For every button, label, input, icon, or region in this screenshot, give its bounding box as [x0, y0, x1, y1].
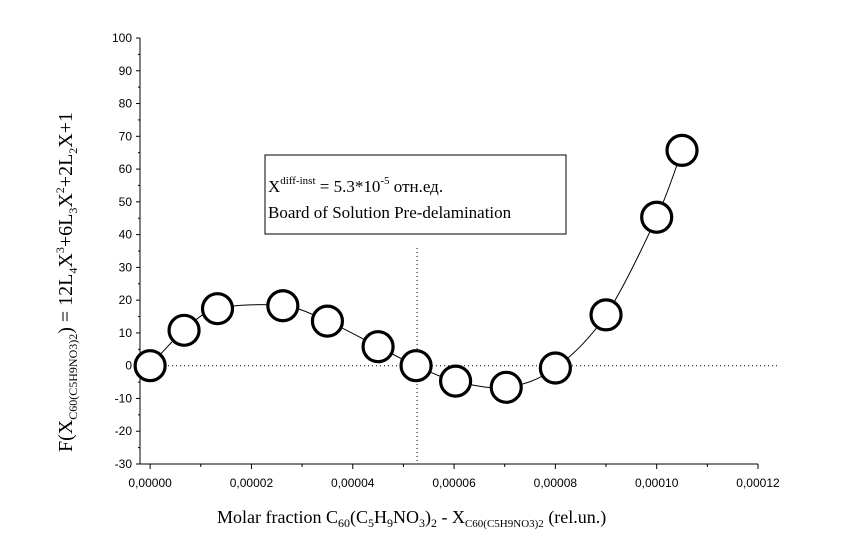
- y-axis-title: F(XC60(C5H9NO3)2) = 12L4X3+6L3X2+2L2X+1: [53, 112, 80, 452]
- y-tick-label: 20: [119, 293, 133, 307]
- xlabel-part-d: NO: [393, 507, 419, 527]
- xlabel-part-c: H: [374, 507, 387, 527]
- annotation-line-1: Xdiff-inst = 5.3*10-5 отн.ед.: [268, 175, 443, 196]
- y-tick-label: 40: [119, 228, 133, 242]
- xlabel-sub-f: C60(C5H9NO3)2: [465, 518, 544, 530]
- x-tick-label: 0,00010: [635, 476, 679, 490]
- y-tick-label: 0: [125, 359, 132, 373]
- xlabel-sub-b: 5: [368, 516, 374, 530]
- xlabel-part-e: ): [425, 507, 431, 528]
- data-point: [133, 349, 167, 383]
- annotation-box: Xdiff-inst = 5.3*10-5 отн.ед. Board of S…: [264, 154, 567, 235]
- data-point: [438, 364, 473, 398]
- y-tick-label: 80: [119, 97, 133, 111]
- ylabel-part-g: X+1: [55, 112, 77, 148]
- ylabel-sup-e: 2: [53, 187, 67, 193]
- xlabel-part-a: Molar fraction C: [217, 507, 338, 527]
- ylabel-part-f: +2L: [55, 154, 77, 188]
- data-point: [266, 289, 300, 323]
- data-point: [310, 304, 345, 338]
- ylabel-sub-d: 3: [66, 208, 80, 214]
- annotation-frame: [264, 154, 567, 235]
- y-tick-label: 10: [119, 326, 133, 340]
- annotation-equals: = 5.3*10: [316, 177, 381, 196]
- xlabel-part-b: (C: [350, 507, 368, 528]
- reference-lines: [140, 248, 778, 464]
- ylabel-part-d: +6L: [55, 214, 77, 248]
- annotation-unit: отн.ед.: [390, 177, 444, 196]
- x-tick-label: 0,00000: [128, 476, 172, 490]
- data-point: [538, 351, 572, 385]
- xlabel-part-f: - X: [437, 507, 465, 527]
- data-point: [167, 313, 201, 347]
- x-tick-label: 0,00006: [432, 476, 476, 490]
- y-tick-label: -30: [115, 457, 133, 471]
- ylabel-part-c: X: [55, 253, 77, 268]
- x-tick-label: 0,00004: [331, 476, 375, 490]
- annotation-x-symbol: X: [268, 177, 280, 196]
- y-tick-label: 70: [119, 129, 133, 143]
- y-tick-label: 100: [112, 31, 132, 45]
- data-point: [200, 292, 235, 326]
- ylabel-part-a: F(X: [55, 419, 77, 452]
- data-point: [589, 298, 623, 332]
- ylabel-sub-a: C60(C5H9NO3)2: [66, 334, 80, 420]
- annotation-superscript: diff-inst: [280, 175, 315, 187]
- xlabel-sub-a: 60: [338, 516, 350, 530]
- x-ticks: 0,00000 0,00002 0,00004 0,00006 0,00008 0,000…: [128, 464, 780, 490]
- y-tick-label: -20: [115, 424, 133, 438]
- y-tick-label: 30: [119, 260, 133, 274]
- xlabel-sub-d: 3: [419, 516, 425, 530]
- xlabel-part-g: (rel.un.): [544, 507, 606, 528]
- x-tick-label: 0,00008: [534, 476, 578, 490]
- x-tick-label: 0,00012: [736, 476, 780, 490]
- ylabel-part-b: ) = 12L: [55, 274, 77, 334]
- data-point: [361, 330, 395, 364]
- y-ticks: -30 -20 -10 0 10 20 30 40 50 60 70 80 90 100: [112, 31, 140, 471]
- ylabel-sup-c: 3: [53, 247, 67, 253]
- y-tick-label: 50: [119, 195, 133, 209]
- xlabel-sub-c: 9: [387, 516, 393, 530]
- xlabel-sub-e: 2: [431, 516, 437, 530]
- data-point: [489, 370, 523, 404]
- y-tick-label: -10: [115, 391, 133, 405]
- data-point: [640, 200, 674, 234]
- ylabel-sub-b: 4: [66, 268, 80, 274]
- data-points: [133, 133, 699, 404]
- y-tick-label: 60: [119, 162, 133, 176]
- ylabel-sub-f: 2: [66, 148, 80, 154]
- ylabel-part-e: X: [55, 193, 77, 208]
- data-point: [399, 349, 433, 383]
- data-point: [665, 133, 699, 167]
- x-axis-title: Molar fraction C60(C5H9NO3)2 - XC60(C5H9…: [217, 507, 606, 530]
- annotation-exponent: -5: [380, 175, 390, 187]
- annotation-line-2: Board of Solution Pre-delamination: [268, 203, 512, 222]
- y-tick-label: 90: [119, 64, 133, 78]
- x-tick-label: 0,00002: [230, 476, 274, 490]
